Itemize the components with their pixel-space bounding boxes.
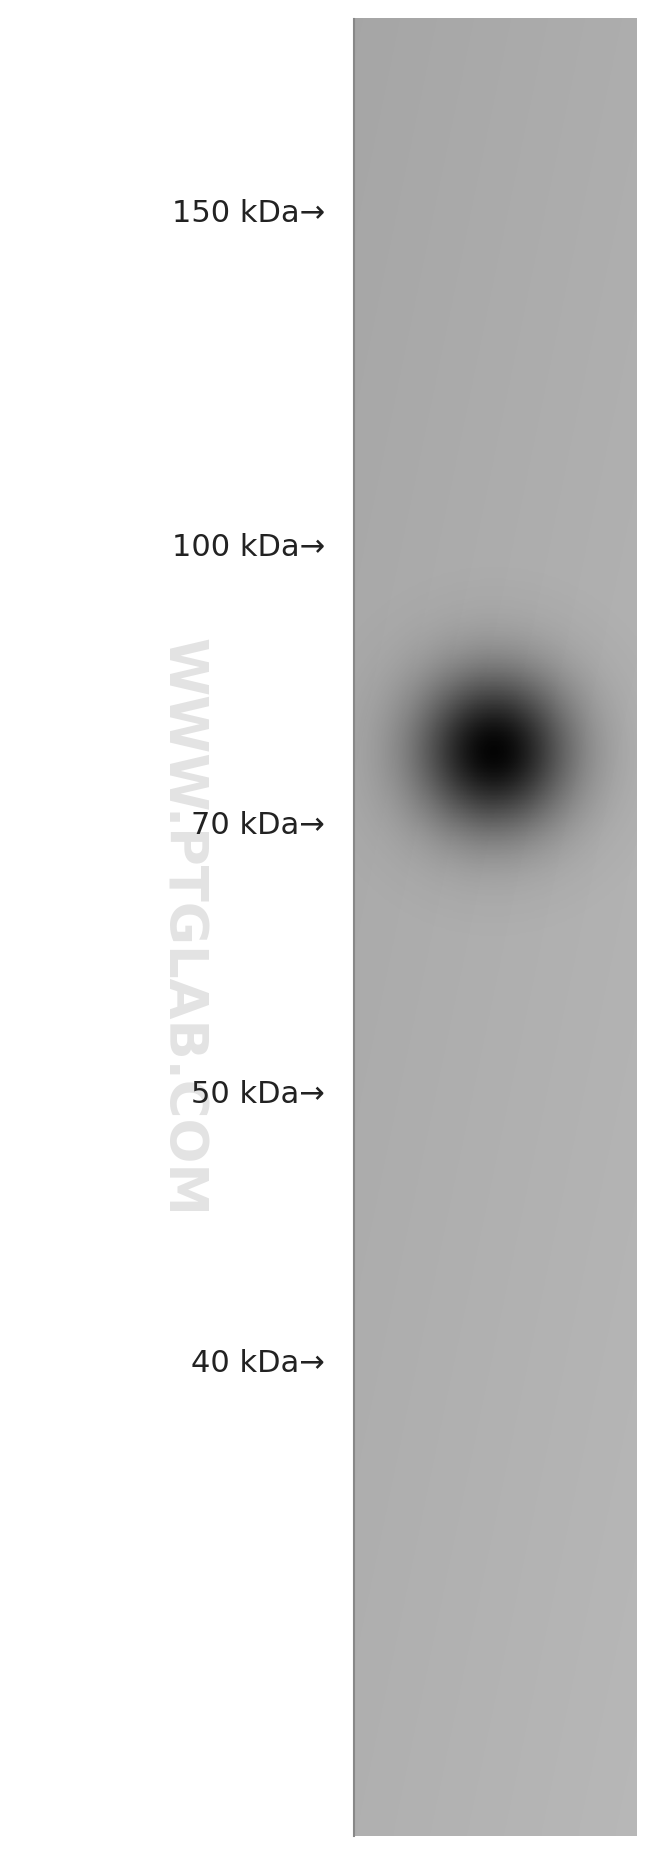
Text: 40 kDa→: 40 kDa→ xyxy=(191,1349,325,1378)
Text: 100 kDa→: 100 kDa→ xyxy=(172,532,325,562)
Text: 70 kDa→: 70 kDa→ xyxy=(191,811,325,840)
Text: WWW.PTGLAB.COM: WWW.PTGLAB.COM xyxy=(156,638,208,1217)
Text: 50 kDa→: 50 kDa→ xyxy=(191,1080,325,1109)
Text: 150 kDa→: 150 kDa→ xyxy=(172,198,325,228)
